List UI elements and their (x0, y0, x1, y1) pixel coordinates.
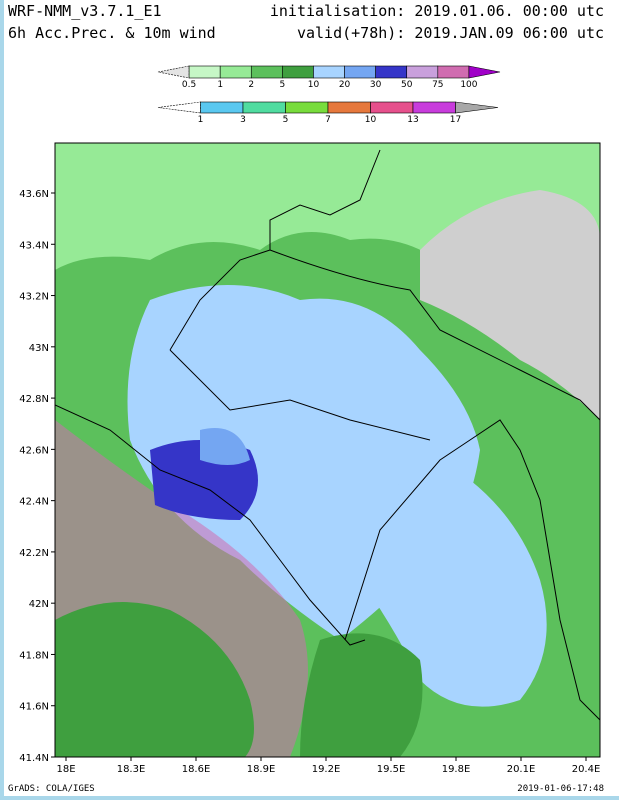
lon-label: 18.9E (247, 764, 276, 775)
legend-label: 10 (308, 80, 320, 90)
lat-label: 43N (29, 343, 49, 354)
legend-label: 3 (240, 115, 246, 125)
border-line (169, 349, 431, 441)
map-axes: 43.6N 43.4N 43.2N 43N 42.8N 42.6N 42.4N 42.2N 42… (19, 189, 600, 775)
dark-green-area (300, 633, 423, 757)
legend-triangle-low (157, 101, 201, 114)
legend-swatch (219, 65, 252, 79)
legend-label: 75 (432, 80, 443, 90)
legend-triangle-high (455, 101, 499, 114)
legend-label: 1 (198, 115, 204, 125)
lat-label: 41.4N (19, 753, 49, 764)
lat-label: 42.8N (19, 394, 49, 405)
border-line (344, 419, 600, 721)
border-line (169, 149, 381, 351)
bottom-edge (0, 796, 619, 800)
legend-swatch (437, 65, 470, 79)
legend-swatch (327, 101, 371, 114)
lon-label: 19.2E (312, 764, 341, 775)
legend-triangle-low (157, 65, 190, 79)
legend-label: 5 (283, 115, 289, 125)
legend-label: 2 (248, 80, 254, 90)
legend-swatch (242, 101, 286, 114)
legend-swatch (412, 101, 456, 114)
lat-label: 43.6N (19, 189, 49, 200)
lon-label: 19.8E (442, 764, 471, 775)
lat-label: 43.2N (19, 292, 49, 303)
dark-green-sea (55, 602, 254, 757)
blue-core (200, 428, 250, 465)
legend-label: 0.5 (182, 80, 196, 90)
precip-legend: 0.5 1 2 5 10 20 30 50 75 100 (157, 65, 501, 90)
legend-label: 13 (407, 115, 418, 125)
lat-label: 42.4N (19, 497, 49, 508)
model-name: WRF-NMM_v3.7.1_E1 (8, 2, 162, 20)
legend-swatch (200, 101, 244, 114)
legend-swatch (282, 65, 314, 79)
valid-time: valid(+78h): 2019.JAN.09 06:00 utc (297, 24, 604, 42)
lon-label: 18E (56, 764, 75, 775)
legend-swatch (406, 65, 439, 79)
lat-label: 42.2N (19, 548, 49, 559)
legend-swatch (188, 65, 221, 79)
lat-label: 41.8N (19, 650, 49, 661)
field-name: 6h Acc.Prec. & 10m wind (8, 24, 216, 42)
legend-label: 5 (279, 80, 285, 90)
map-frame (54, 142, 601, 758)
lat-label: 41.6N (19, 702, 49, 713)
legend-swatch (285, 101, 329, 114)
lat-label: 42.6N (19, 445, 49, 456)
footer-left: GrADS: COLA/IGES (8, 784, 95, 794)
lon-label: 18.3E (117, 764, 146, 775)
legend-swatch (375, 65, 408, 79)
legend-swatch (344, 65, 376, 79)
legend-swatch (250, 65, 283, 79)
border-line (269, 249, 600, 421)
lon-label: 20.4E (572, 764, 601, 775)
map-area (55, 143, 600, 757)
coastline (55, 404, 366, 646)
legend-label: 20 (339, 80, 351, 90)
legend-swatch (313, 65, 345, 79)
legend-label: 7 (325, 115, 331, 125)
legend-label: 17 (450, 115, 461, 125)
init-time: initialisation: 2019.01.06. 00:00 utc (270, 2, 604, 20)
legend-label: 10 (365, 115, 377, 125)
legend-label: 100 (460, 80, 477, 90)
lon-label: 20.1E (507, 764, 536, 775)
legend-triangle-high (468, 65, 501, 79)
wind-legend: 1 3 5 7 10 13 17 (157, 101, 499, 125)
left-edge (0, 0, 4, 800)
legend-label: 1 (217, 80, 223, 90)
light-green-area (55, 143, 600, 330)
lon-label: 18.6E (182, 764, 211, 775)
lat-label: 43.4N (19, 240, 49, 251)
lon-label: 19.5E (377, 764, 406, 775)
legend-label: 50 (401, 80, 413, 90)
legend-label: 30 (370, 80, 382, 90)
legend-swatch (370, 101, 414, 114)
lat-label: 42N (29, 599, 49, 610)
gray-area (420, 190, 600, 420)
footer-right: 2019-01-06-17:48 (517, 784, 604, 794)
